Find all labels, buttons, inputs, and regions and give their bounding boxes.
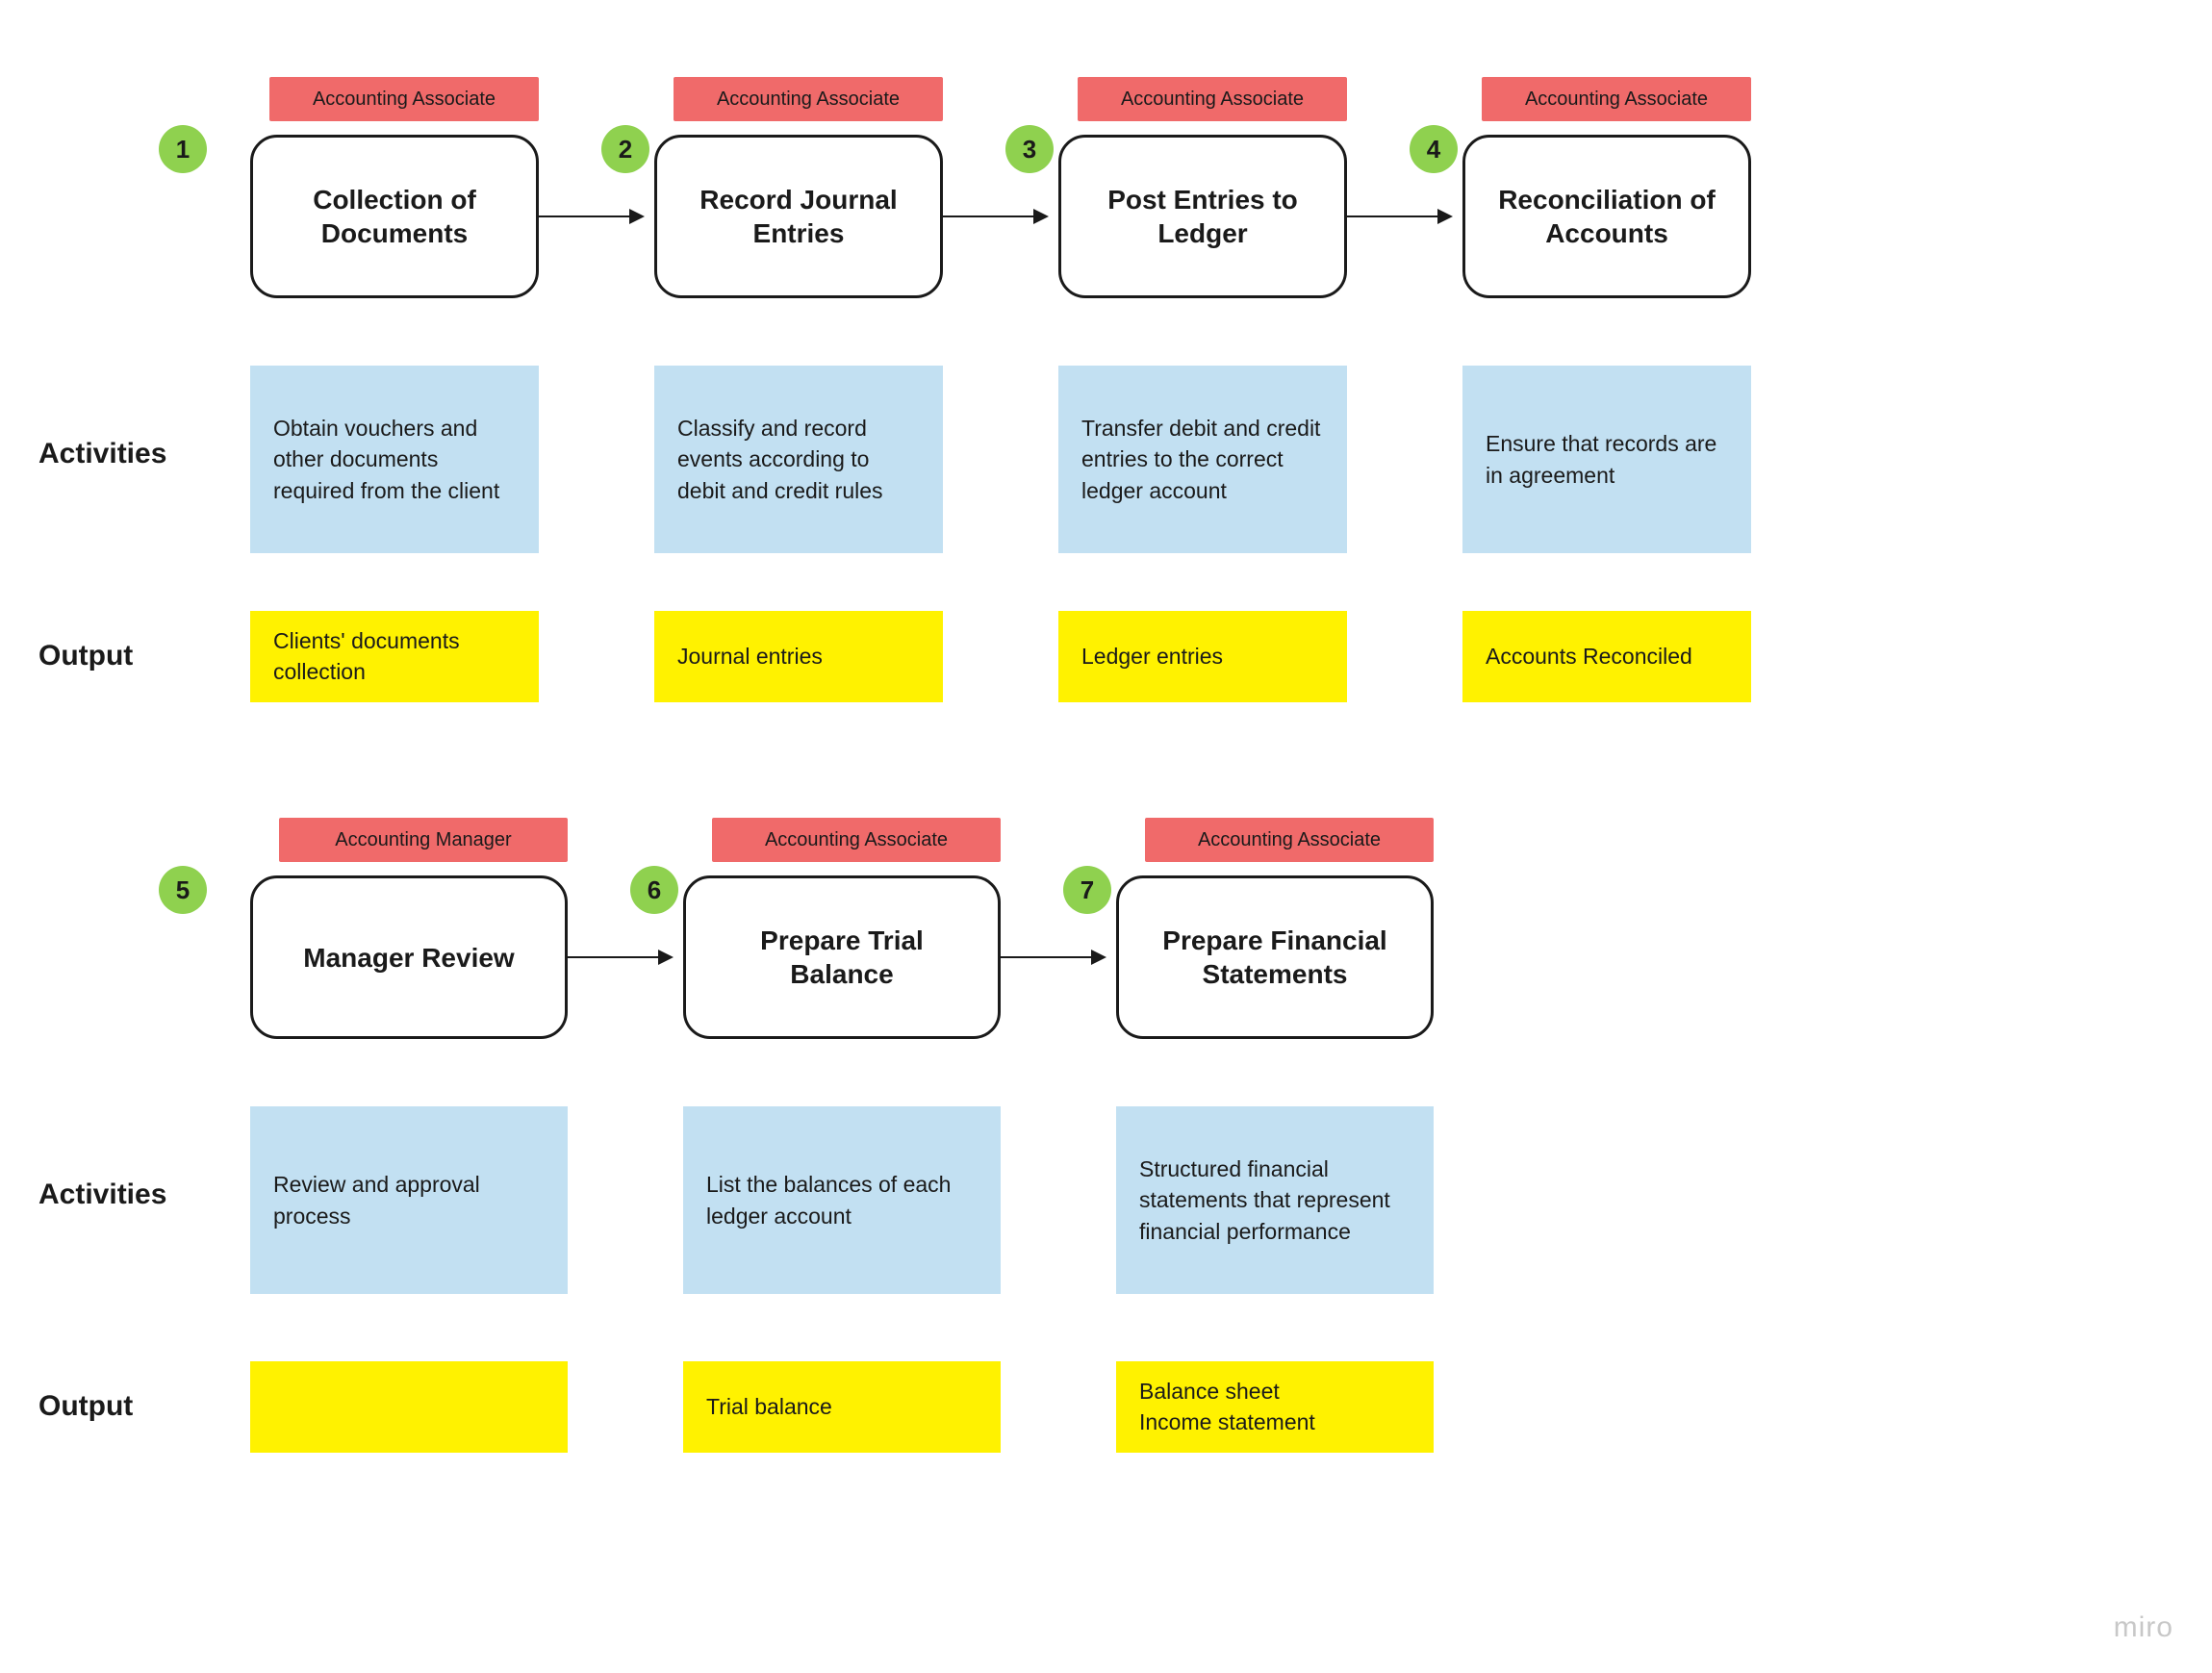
arrow-2-3 bbox=[943, 215, 1047, 217]
step-badge-6: 6 bbox=[630, 866, 678, 914]
step-box-6: Prepare Trial Balance bbox=[683, 875, 1001, 1039]
step-badge-4: 4 bbox=[1410, 125, 1458, 173]
role-pill-4: Accounting Associate bbox=[1482, 77, 1751, 121]
output-box-3: Ledger entries bbox=[1058, 611, 1347, 702]
step-badge-5: 5 bbox=[159, 866, 207, 914]
output-box-2: Journal entries bbox=[654, 611, 943, 702]
step-box-7: Prepare Financial Statements bbox=[1116, 875, 1434, 1039]
activity-box-4: Ensure that records are in agreement bbox=[1462, 366, 1751, 553]
role-pill-5: Accounting Manager bbox=[279, 818, 568, 862]
role-pill-1: Accounting Associate bbox=[269, 77, 539, 121]
output-box-1: Clients' documents collection bbox=[250, 611, 539, 702]
activity-box-1: Obtain vouchers and other documents requ… bbox=[250, 366, 539, 553]
output-box-6: Trial balance bbox=[683, 1361, 1001, 1453]
step-badge-1: 1 bbox=[159, 125, 207, 173]
role-pill-7: Accounting Associate bbox=[1145, 818, 1434, 862]
output-7-line-2: Income statement bbox=[1139, 1407, 1315, 1437]
role-pill-2: Accounting Associate bbox=[674, 77, 943, 121]
output-box-4: Accounts Reconciled bbox=[1462, 611, 1751, 702]
watermark: miro bbox=[2114, 1611, 2174, 1644]
activity-box-3: Transfer debit and credit entries to the… bbox=[1058, 366, 1347, 553]
activity-box-6: List the balances of each ledger account bbox=[683, 1106, 1001, 1294]
role-pill-3: Accounting Associate bbox=[1078, 77, 1347, 121]
step-box-2: Record Journal Entries bbox=[654, 135, 943, 298]
output-box-7: Balance sheet Income statement bbox=[1116, 1361, 1434, 1453]
flowchart-canvas: Activities Output Activities Output Acco… bbox=[0, 0, 2212, 1673]
activity-box-5: Review and approval process bbox=[250, 1106, 568, 1294]
activity-box-2: Classify and record events according to … bbox=[654, 366, 943, 553]
arrow-6-7 bbox=[1001, 956, 1105, 958]
activity-box-7: Structured financial statements that rep… bbox=[1116, 1106, 1434, 1294]
step-badge-2: 2 bbox=[601, 125, 649, 173]
step-box-4: Reconciliation of Accounts bbox=[1462, 135, 1751, 298]
step-box-5: Manager Review bbox=[250, 875, 568, 1039]
row-label-activities-2: Activities bbox=[38, 1179, 166, 1211]
arrow-1-2 bbox=[539, 215, 643, 217]
step-badge-3: 3 bbox=[1005, 125, 1054, 173]
row-label-output-1: Output bbox=[38, 640, 133, 672]
step-box-1: Collection of Documents bbox=[250, 135, 539, 298]
arrow-3-4 bbox=[1347, 215, 1451, 217]
role-pill-6: Accounting Associate bbox=[712, 818, 1001, 862]
step-box-3: Post Entries to Ledger bbox=[1058, 135, 1347, 298]
step-badge-7: 7 bbox=[1063, 866, 1111, 914]
row-label-activities-1: Activities bbox=[38, 438, 166, 470]
row-label-output-2: Output bbox=[38, 1390, 133, 1423]
output-7-line-1: Balance sheet bbox=[1139, 1377, 1280, 1407]
arrow-5-6 bbox=[568, 956, 672, 958]
output-box-5 bbox=[250, 1361, 568, 1453]
